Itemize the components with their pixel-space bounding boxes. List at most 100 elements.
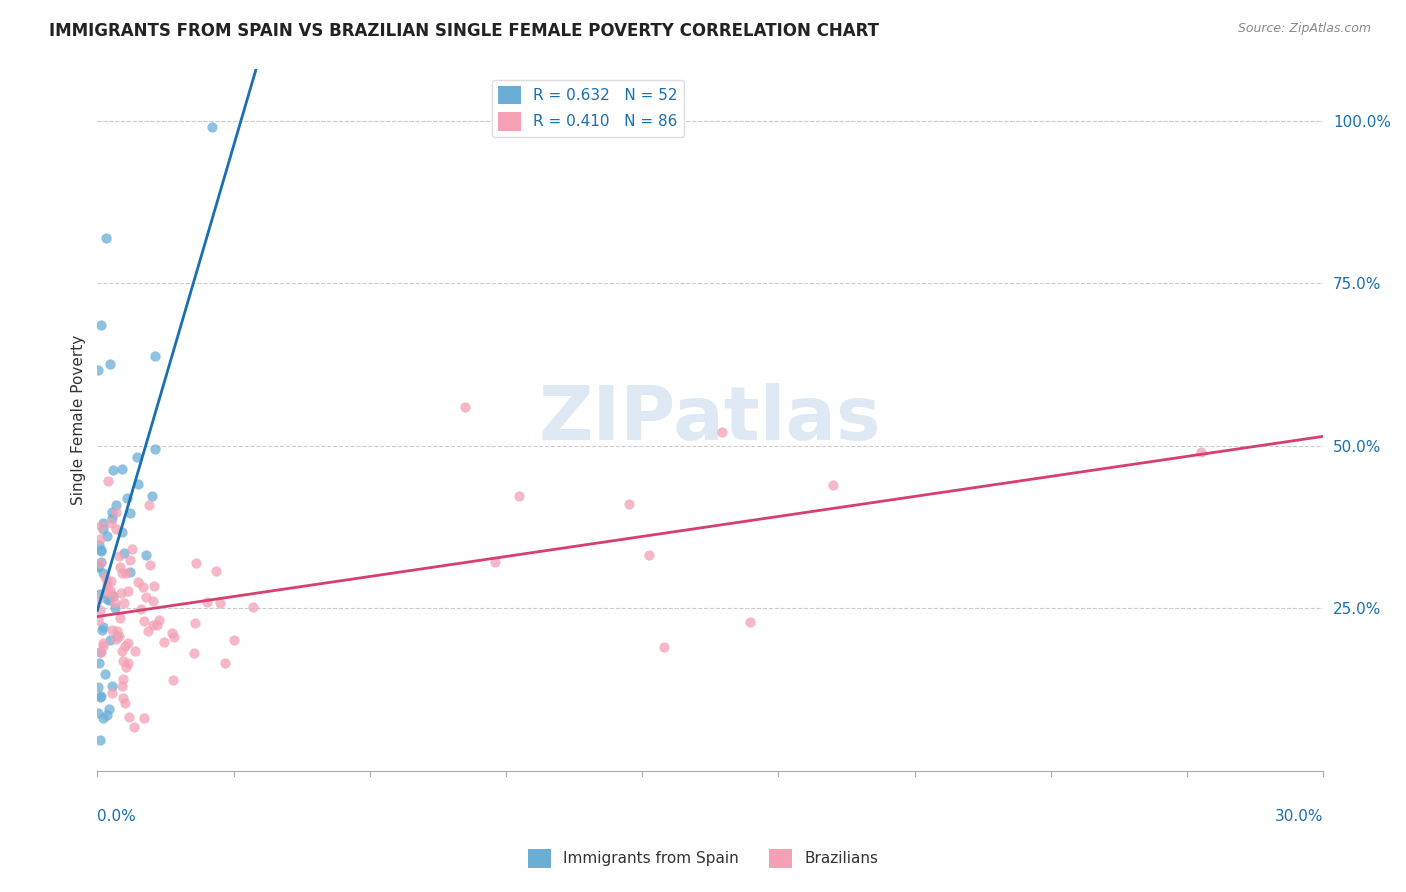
Point [101,463,124,477]
Point [153,635,176,649]
Point [90,519,112,533]
Point [90,544,112,558]
Point [637,548,659,562]
Text: Source: ZipAtlas.com: Source: ZipAtlas.com [1237,22,1371,36]
Point [90,555,112,569]
Point [89,645,111,659]
Point [97,474,120,488]
Point [89,656,111,670]
Point [242,599,264,614]
Point [184,616,207,631]
Point [115,491,138,506]
Point [163,630,186,644]
Text: 30.0%: 30.0% [1275,809,1323,824]
Y-axis label: Single Female Poverty: Single Female Poverty [72,334,86,505]
Point [205,564,228,578]
Point [118,553,141,567]
Point [104,596,127,610]
Point [94,570,117,584]
Point [107,629,129,643]
Point [96,579,118,593]
Point [183,646,205,660]
Point [89,532,111,546]
Point [111,461,134,475]
Point [87,592,110,607]
Point [617,497,640,511]
Point [111,566,134,580]
Point [118,506,141,520]
Point [98,582,121,597]
Point [127,574,149,589]
Point [114,697,136,711]
Point [105,632,128,646]
Point [114,639,136,653]
Point [87,706,110,720]
Point [652,640,675,655]
Point [146,618,169,632]
Point [93,566,115,580]
Point [135,548,157,562]
Point [105,624,128,639]
Point [141,489,163,503]
Point [111,655,134,669]
Point [91,516,114,530]
Point [139,558,162,573]
Point [98,632,121,647]
Point [129,602,152,616]
Point [120,566,142,580]
Point [89,556,111,570]
Point [100,574,122,588]
Point [96,592,118,607]
Point [89,690,111,704]
Point [136,624,159,638]
Point [1189,445,1212,459]
Point [111,644,134,658]
Point [87,559,110,574]
Point [87,613,110,627]
Point [105,522,128,536]
Point [160,626,183,640]
Point [91,639,114,653]
Point [87,560,110,574]
Point [91,624,114,638]
Point [143,349,166,363]
Point [201,120,224,134]
Point [142,618,165,632]
Point [162,673,184,687]
Point [127,477,149,491]
Point [484,556,506,570]
Point [208,596,231,610]
Point [91,522,114,536]
Point [121,541,143,556]
Point [96,575,118,590]
Point [143,442,166,457]
Point [125,450,148,464]
Point [97,701,120,715]
Point [104,601,127,615]
Point [124,644,146,658]
Point [112,596,135,610]
Point [105,498,128,512]
Point [454,400,477,414]
Point [98,357,121,371]
Point [90,543,112,558]
Legend: R = 0.632   N = 52, R = 0.410   N = 86: R = 0.632 N = 52, R = 0.410 N = 86 [492,79,683,136]
Point [91,636,114,650]
Point [97,585,120,599]
Point [87,538,110,552]
Point [114,660,136,674]
Point [91,620,114,634]
Point [738,615,761,629]
Point [122,720,145,734]
Point [89,587,111,601]
Point [111,679,134,693]
Point [117,657,139,671]
Point [101,511,124,525]
Point [89,733,111,747]
Point [114,566,136,581]
Point [108,559,131,574]
Point [132,615,155,629]
Point [195,595,218,609]
Point [108,629,131,643]
Text: ZIPatlas: ZIPatlas [538,383,882,456]
